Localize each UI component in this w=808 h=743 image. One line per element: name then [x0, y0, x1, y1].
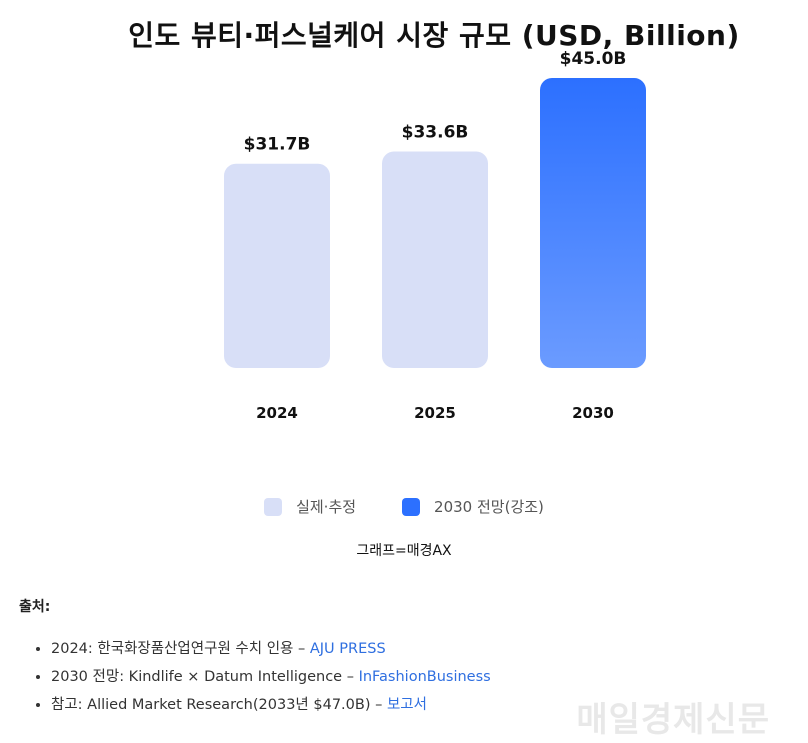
bar-chart: $31.7B 2024 $33.6B 2025 $45.0B 2030	[224, 49, 646, 422]
legend-swatch-forecast	[402, 497, 421, 516]
legend-item-forecast: 2030 전망(강조)	[402, 496, 544, 517]
source-item: 참고: Allied Market Research(2033년 $47.0B)…	[51, 694, 491, 722]
legend-swatch-actual	[264, 497, 283, 516]
source-link-infashionbusiness[interactable]: InFashionBusiness	[358, 669, 491, 685]
value-label-2030: $45.0B	[560, 49, 627, 69]
value-label-2024: $31.7B	[244, 135, 311, 155]
source-link-report[interactable]: 보고서	[386, 697, 427, 713]
sources-list: 2024: 한국화장품산업연구원 수치 인용 – AJU PRESS 2030 …	[51, 638, 491, 722]
bar-2024	[224, 163, 330, 368]
source-text: 참고: Allied Market Research(2033년 $47.0B)…	[51, 697, 387, 713]
graph-credit: 그래프=매경AX	[356, 543, 452, 559]
publisher-watermark: 매일경제신문	[576, 700, 770, 740]
category-label-2030: 2030	[572, 404, 614, 422]
source-item: 2024: 한국화장품산업연구원 수치 인용 – AJU PRESS	[51, 638, 491, 666]
bar-2025	[382, 151, 488, 368]
legend-label-forecast: 2030 전망(강조)	[434, 498, 544, 516]
category-label-2024: 2024	[256, 404, 298, 422]
value-label-2025: $33.6B	[402, 122, 469, 142]
chart-legend: 실제·추정 2030 전망(강조)	[0, 496, 808, 517]
source-text: 2030 전망: Kindlife × Datum Intelligence –	[51, 669, 359, 685]
source-item: 2030 전망: Kindlife × Datum Intelligence –…	[51, 666, 491, 694]
category-label-2025: 2025	[414, 404, 456, 422]
legend-label-actual: 실제·추정	[296, 498, 357, 516]
legend-item-actual: 실제·추정	[264, 496, 356, 517]
chart-title: 인도 뷰티·퍼스널케어 시장 규모 (USD, Billion)	[128, 19, 740, 52]
sources-heading: 출처:	[19, 599, 51, 615]
bar-2030	[540, 78, 646, 368]
source-text: 2024: 한국화장품산업연구원 수치 인용 –	[51, 641, 310, 657]
source-link-aju-press[interactable]: AJU PRESS	[309, 641, 386, 657]
